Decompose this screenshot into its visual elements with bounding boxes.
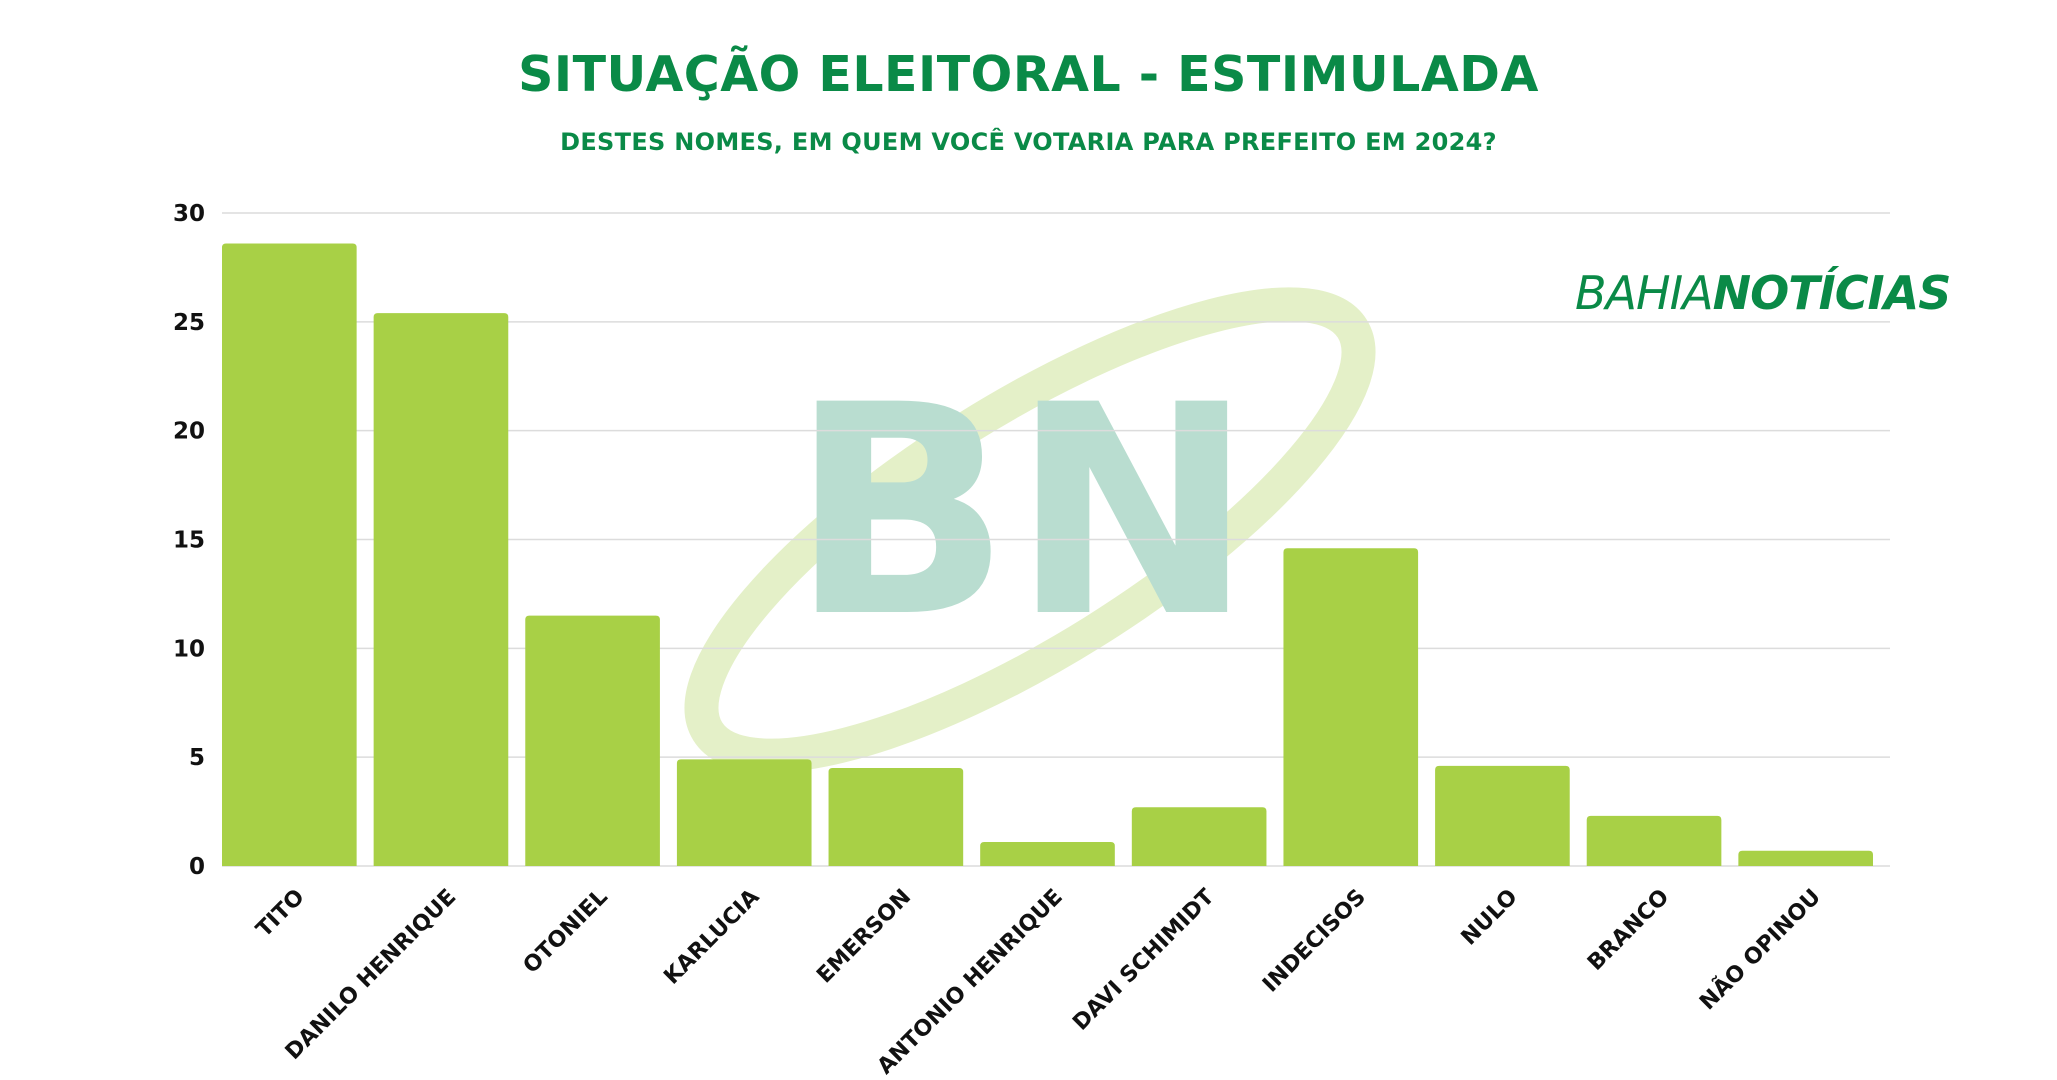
y-tick-label: 25 <box>173 310 205 336</box>
x-tick-label: DAVI SCHIMIDT <box>1068 885 1219 1036</box>
watermark-text: BN <box>790 344 1254 681</box>
x-tick-label: BRANCO <box>1583 885 1674 976</box>
y-tick-label: 5 <box>189 745 205 771</box>
bar-tito <box>222 243 357 866</box>
bar-n-o-opinou <box>1738 850 1873 866</box>
brand-logo: BAHIANOTÍCIAS <box>1575 266 1952 320</box>
x-tick-label: NULO <box>1457 885 1523 951</box>
bars <box>222 243 1873 866</box>
y-axis-ticks: 0 5 10 15 20 25 30 <box>173 201 205 880</box>
y-tick-label: 0 <box>189 854 205 880</box>
bar-otoniel <box>525 615 660 866</box>
y-tick-label: 30 <box>173 201 205 227</box>
x-tick-label: DANILO HENRIQUE <box>281 885 461 1065</box>
chart-subtitle: DESTES NOMES, EM QUEM VOCÊ VOTARIA PARA … <box>560 128 1497 156</box>
bar-antonio-henrique <box>980 842 1115 866</box>
watermark-logo: BN <box>684 287 1376 773</box>
brand-logo-part2: NOTÍCIAS <box>1712 266 1952 320</box>
x-tick-label: INDECISOS <box>1258 885 1371 998</box>
x-tick-label: NÃO OPINOU <box>1695 884 1826 1015</box>
bar-danilo-henrique <box>373 313 509 866</box>
x-tick-label: EMERSON <box>812 885 916 989</box>
x-tick-label: OTONIEL <box>519 885 613 979</box>
y-tick-label: 10 <box>173 636 205 662</box>
brand-logo-part1: BAHIA <box>1575 266 1714 320</box>
x-tick-label: KARLUCIA <box>659 885 764 990</box>
bar-davi-schimidt <box>1131 807 1267 866</box>
y-tick-label: 20 <box>173 419 205 445</box>
bar-branco <box>1586 815 1722 866</box>
bar-karlucia <box>676 759 812 866</box>
chart-title: SITUAÇÃO ELEITORAL - ESTIMULADA <box>518 46 1539 103</box>
x-tick-label: TITO <box>252 885 310 943</box>
y-tick-label: 15 <box>173 528 205 554</box>
bar-nulo <box>1435 765 1570 866</box>
bar-indecisos <box>1283 548 1419 866</box>
bar-emerson <box>828 768 964 866</box>
